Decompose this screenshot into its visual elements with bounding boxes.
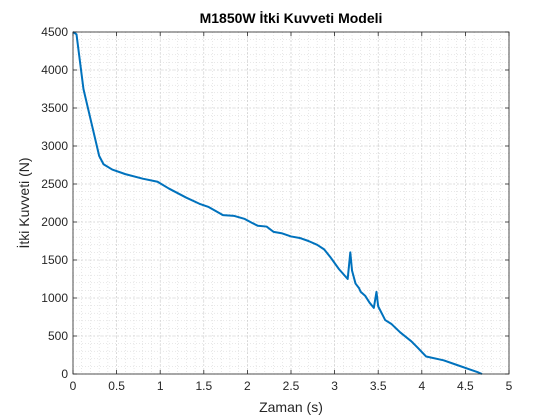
x-tick-label: 1.5 xyxy=(195,379,212,393)
x-tick-labels: 0 0.5 1 1.5 2 2.5 3 3.5 4 4.5 5 xyxy=(70,379,513,393)
y-tick-label: 2500 xyxy=(41,177,68,191)
x-tick-label: 3 xyxy=(331,379,338,393)
x-tick-label: 4.5 xyxy=(457,379,474,393)
y-tick-label: 0 xyxy=(61,367,68,381)
y-tick-label: 1500 xyxy=(41,253,68,267)
x-tick-label: 0.5 xyxy=(108,379,125,393)
y-tick-label: 4000 xyxy=(41,63,68,77)
y-tick-label: 500 xyxy=(48,329,68,343)
x-tick-label: 2.5 xyxy=(283,379,300,393)
thrust-series-line xyxy=(72,31,483,375)
y-axis-label: İtki Kuvveti (N) xyxy=(15,157,32,248)
y-tick-label: 3000 xyxy=(41,139,68,153)
x-tick-label: 4 xyxy=(418,379,425,393)
x-tick-label: 1 xyxy=(157,379,164,393)
x-tick-label: 0 xyxy=(70,379,77,393)
x-tick-label: 3.5 xyxy=(370,379,387,393)
y-tick-label: 2000 xyxy=(41,215,68,229)
chart-title: M1850W İtki Kuvveti Modeli xyxy=(200,10,383,26)
x-tick-label: 5 xyxy=(506,379,513,393)
y-tick-labels: 0 500 1000 1500 2000 2500 3000 3500 4000 4500 xyxy=(41,25,68,381)
y-tick-label: 3500 xyxy=(41,101,68,115)
x-axis-label: Zaman (s) xyxy=(259,399,323,415)
y-tick-label: 4500 xyxy=(41,25,68,39)
y-tick-label: 1000 xyxy=(41,291,68,305)
axis-ticks xyxy=(72,31,510,375)
x-tick-label: 2 xyxy=(244,379,251,393)
